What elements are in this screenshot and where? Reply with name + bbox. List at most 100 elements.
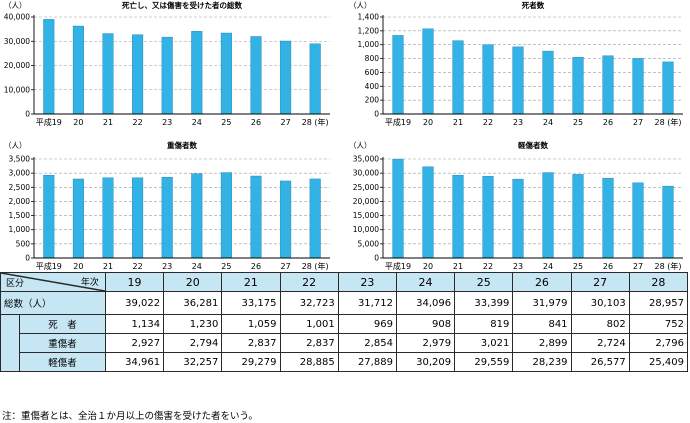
table-cell: 32,723 xyxy=(279,291,339,315)
x-tick-label: 25 xyxy=(573,262,583,271)
corner-label-year: 年次 xyxy=(80,278,99,288)
chart-deaths: （人） 死者数 0 200 400 600 800 1,000 1,200 1,400 平成19 20… xyxy=(345,0,690,135)
bar xyxy=(161,36,173,115)
bar xyxy=(161,177,173,259)
bar xyxy=(452,40,464,115)
row-indent xyxy=(0,352,20,372)
x-tick-label: 25 xyxy=(221,262,231,271)
x-tick-label: 28 (年) xyxy=(655,117,682,127)
table-cell: 28,239 xyxy=(512,352,572,372)
table-cell: 1,001 xyxy=(279,314,339,334)
bar xyxy=(220,172,232,259)
table-row-serious: 重傷者 2,927 2,794 2,837 2,837 2,854 2,979 … xyxy=(0,333,689,353)
y-tick-label: 15,000 xyxy=(353,211,379,220)
table-cell: 25,409 xyxy=(628,352,689,372)
y-tick-label: 10,000 xyxy=(4,85,30,94)
y-tick-label: 3,000 xyxy=(9,169,31,178)
table-cell: 1,230 xyxy=(163,314,223,334)
x-tick-label: 21 xyxy=(103,118,113,127)
year-header: 19 xyxy=(104,272,165,292)
x-tick-label: 平成19 xyxy=(36,117,62,127)
bar xyxy=(422,28,434,115)
x-tick-label: 23 xyxy=(162,262,172,271)
bar xyxy=(191,31,203,115)
y-tick-label: 2,000 xyxy=(9,197,31,206)
unit-label: （人） xyxy=(349,1,372,10)
table-cell: 36,281 xyxy=(163,291,223,315)
chart-minor-svg: （人） 軽傷者数 0 5,000 10,000 15,000 20,000 25,000 30,… xyxy=(349,140,683,271)
table-cell: 2,927 xyxy=(104,333,165,353)
bar xyxy=(482,176,494,259)
y-tick-label: 40,000 xyxy=(4,13,30,22)
x-tick-label: 21 xyxy=(453,262,463,271)
row-label-deaths: 死 者 xyxy=(19,314,106,334)
x-tick-label: 24 xyxy=(192,118,202,127)
bar xyxy=(512,178,524,259)
row-indent xyxy=(0,314,20,334)
y-tick-label: 1,200 xyxy=(358,26,380,35)
x-tick-label: 24 xyxy=(543,118,553,127)
x-tick-label: 20 xyxy=(73,262,83,271)
row-label-total: 総数（人） xyxy=(0,291,106,315)
x-tick-label: 28 (年) xyxy=(302,261,329,271)
y-tick-label: 30,000 xyxy=(4,37,30,46)
table-cell: 26,577 xyxy=(570,352,630,372)
bar xyxy=(572,174,584,259)
table-cell: 969 xyxy=(337,314,397,334)
chart-minor: （人） 軽傷者数 0 5,000 10,000 15,000 20,000 25,000 30,… xyxy=(345,140,690,275)
y-tick-label: 3,500 xyxy=(9,155,31,164)
bar xyxy=(250,36,262,115)
y-tick-label: 2,500 xyxy=(9,183,31,192)
bar xyxy=(482,44,494,115)
table-header-row: 年次 区分 19 20 21 22 23 24 25 26 27 28 xyxy=(0,272,689,292)
y-tick-label: 20,000 xyxy=(353,197,379,206)
x-tick-label: 22 xyxy=(483,118,493,127)
bar xyxy=(72,178,84,259)
y-tick-label: 0 xyxy=(25,110,30,119)
unit-label: （人） xyxy=(349,141,372,150)
table-cell: 841 xyxy=(512,314,572,334)
table-cell: 2,837 xyxy=(279,333,339,353)
year-header: 28 xyxy=(628,272,689,292)
y-tick-label: 0 xyxy=(374,254,379,263)
x-tick-label: 平成19 xyxy=(36,261,62,271)
table-cell: 34,096 xyxy=(395,291,456,315)
year-header: 22 xyxy=(279,272,339,292)
x-tick-label: 23 xyxy=(513,118,523,127)
bar xyxy=(422,166,434,259)
bar xyxy=(602,177,614,259)
y-tick-label: 1,500 xyxy=(9,211,31,220)
bar xyxy=(452,174,464,259)
table-cell: 3,021 xyxy=(454,333,514,353)
year-header: 27 xyxy=(570,272,630,292)
table-row-deaths: 死 者 1,134 1,230 1,059 1,001 969 908 819 … xyxy=(0,314,689,334)
chart-serious-svg: （人） 重傷者数 0 500 1,000 1,500 2,000 2,500 3,000 3,50… xyxy=(4,140,330,271)
y-tick-label: 800 xyxy=(365,54,380,63)
year-header: 25 xyxy=(454,272,514,292)
table-cell: 2,837 xyxy=(221,333,281,353)
bar xyxy=(191,173,203,259)
x-tick-label: 23 xyxy=(162,118,172,127)
table-cell: 2,854 xyxy=(337,333,397,353)
year-header: 24 xyxy=(395,272,456,292)
y-tick-label: 1,000 xyxy=(9,225,31,234)
bar xyxy=(309,43,321,115)
bar xyxy=(102,177,114,259)
y-tick-label: 10,000 xyxy=(353,225,379,234)
table-cell: 2,796 xyxy=(628,333,689,353)
x-tick-label: 28 (年) xyxy=(302,117,329,127)
x-tick-label: 22 xyxy=(483,262,493,271)
footnote: 注：重傷者とは、全治１か月以上の傷害を受けた者をいう。 xyxy=(2,411,258,422)
x-tick-label: 20 xyxy=(73,118,83,127)
x-tick-label: 25 xyxy=(573,118,583,127)
table-cell: 34,961 xyxy=(104,352,165,372)
x-tick-label: 22 xyxy=(133,118,143,127)
table-cell: 33,399 xyxy=(454,291,514,315)
table-cell: 31,712 xyxy=(337,291,397,315)
x-tick-label: 21 xyxy=(453,118,463,127)
y-tick-label: 35,000 xyxy=(353,155,379,164)
y-tick-label: 500 xyxy=(16,239,31,248)
bar xyxy=(662,185,674,259)
x-tick-label: 26 xyxy=(251,118,261,127)
bar xyxy=(132,177,144,259)
